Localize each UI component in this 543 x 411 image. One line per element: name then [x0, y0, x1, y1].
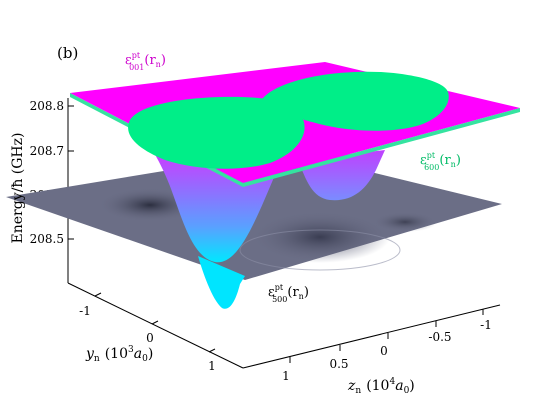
floor-ticks [94, 292, 484, 363]
zn-tick-label: 0 [380, 344, 388, 358]
zn-tick-label: 1 [282, 369, 290, 383]
yn-tick-label: 1 [208, 359, 216, 373]
yn-tick-label: -1 [79, 304, 91, 318]
energy-tick-label: 208.5 [30, 232, 64, 246]
series-label-600: εpt 600(rn) [420, 151, 461, 172]
yn-tick-mark [151, 320, 159, 325]
yn-tick-mark [94, 292, 102, 297]
zn-tick-label: -1 [480, 318, 492, 332]
series-label-001: εpt 001(rn) [125, 51, 166, 72]
yn-tick-mark [208, 348, 216, 353]
legend-label-500: εpt 500(rn) [268, 283, 309, 304]
y-axis-line [67, 282, 244, 369]
dip-500-center [250, 211, 390, 263]
dip-500-right [373, 212, 437, 232]
zn-axis-label: zn (104a0) [347, 377, 415, 396]
energy-axis-label: Energy/ħ (GHz) [10, 133, 26, 244]
region-600-left [128, 96, 305, 169]
energy-tick-label: 208.7 [30, 144, 64, 158]
dip-500-ring [239, 229, 401, 271]
yn-tick-labels: -1 0 1 [79, 304, 216, 373]
series-label-500: εpt 500(rn) [268, 283, 309, 304]
zn-tick-labels: 1 0.5 0 -0.5 -1 [282, 318, 492, 383]
panel-label: (b) [57, 44, 78, 62]
surface-600 [128, 71, 449, 169]
yn-axis-label: yn (103a0) [85, 345, 153, 364]
zn-tick-label: 0.5 [329, 357, 348, 371]
legend-label-001: εpt 001(rn) [125, 51, 166, 72]
z-floor-axis-line [242, 304, 501, 369]
region-600-right [262, 71, 449, 131]
legend-label-600: εpt 600(rn) [420, 151, 461, 172]
energy-tick-label: 208.8 [30, 99, 64, 113]
zn-tick-label: -0.5 [428, 330, 451, 344]
well-500-funnel [198, 256, 245, 309]
energy-tick-labels: 208.8 208.7 208.6 208.5 [30, 99, 64, 246]
yn-tick-label: 0 [146, 331, 154, 345]
